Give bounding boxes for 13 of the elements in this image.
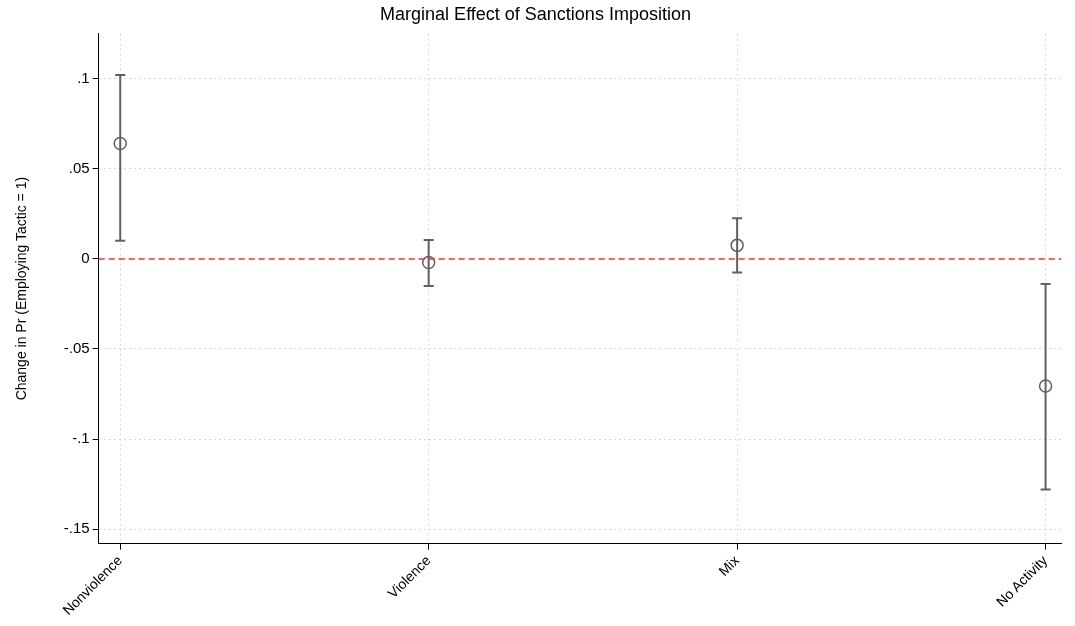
y-tick-label: -.1	[72, 429, 90, 447]
y-tick-label: .05	[68, 158, 90, 176]
x-tick-label: Mix	[715, 552, 742, 579]
y-axis-title: Change in Pr (Employing Tactic = 1)	[13, 176, 30, 401]
point	[730, 238, 744, 253]
point	[1038, 379, 1053, 393]
chart-title: Marginal Effect of Sanctions Imposition	[380, 3, 691, 24]
y-tick-label: 0	[81, 249, 90, 267]
y-tick-label: -.05	[63, 339, 90, 357]
y-tick-label: -.15	[63, 519, 90, 537]
point	[113, 136, 127, 151]
y-tick-label: .1	[77, 68, 90, 86]
point	[421, 255, 436, 270]
